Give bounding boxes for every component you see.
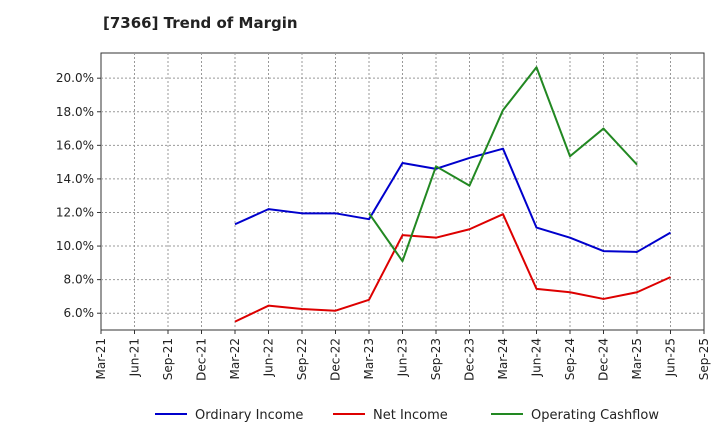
chart-title: [7366] Trend of Margin — [103, 14, 298, 32]
x-tick-label: Jun-25 — [664, 338, 678, 377]
series-layer — [234, 66, 671, 323]
x-tick-label: Sep-21 — [161, 338, 175, 380]
legend-label-ordinary-income: Ordinary Income — [195, 408, 303, 423]
legend-label-net-income: Net Income — [373, 408, 448, 423]
x-tick-label: Jun-22 — [262, 338, 276, 377]
x-tick-label: Mar-25 — [630, 338, 644, 379]
y-tick-label: 14.0% — [56, 172, 94, 186]
series-line-operating-cashflow — [368, 66, 638, 263]
x-tick-label: Dec-21 — [195, 338, 209, 381]
legend-label-operating-cashflow: Operating Cashflow — [531, 408, 659, 423]
x-tick-label: Mar-24 — [496, 338, 510, 379]
series-line-net-income — [234, 213, 671, 323]
y-tick-label: 8.0% — [64, 273, 95, 287]
x-tick-label: Mar-23 — [362, 338, 376, 379]
series-line-ordinary-income — [234, 147, 671, 253]
x-tick-label: Dec-23 — [463, 338, 477, 381]
x-tick-label: Sep-23 — [429, 338, 443, 380]
plot-area — [100, 52, 705, 331]
x-tick-label: Sep-24 — [563, 338, 577, 380]
y-tick-label: 10.0% — [56, 239, 94, 253]
x-tick-label: Sep-25 — [697, 338, 711, 380]
y-tick-label: 20.0% — [56, 71, 94, 85]
x-tick-label: Mar-21 — [94, 338, 108, 379]
y-axis: 6.0% 8.0% 10.0% 12.0% 14.0% 16.0% 18.0% 20.0% — [56, 71, 101, 320]
x-tick-label: Jun-21 — [128, 338, 142, 377]
x-tick-label: Mar-22 — [228, 338, 242, 379]
y-tick-label: 16.0% — [56, 138, 94, 152]
x-tick-label: Dec-24 — [597, 338, 611, 381]
y-tick-label: 6.0% — [64, 306, 95, 320]
y-tick-label: 18.0% — [56, 105, 94, 119]
x-axis: Mar-21 Jun-21 Sep-21 Dec-21 Mar-22 Jun-22 Sep-… — [94, 330, 711, 381]
x-tick-label: Jun-24 — [530, 338, 544, 377]
y-tick-label: 12.0% — [56, 205, 94, 219]
x-tick-label: Jun-23 — [396, 338, 410, 377]
grid — [101, 53, 704, 330]
x-tick-label: Dec-22 — [329, 338, 343, 381]
legend: Ordinary Income Net Income Operating Cashf… — [155, 408, 659, 423]
x-tick-label: Sep-22 — [295, 338, 309, 380]
